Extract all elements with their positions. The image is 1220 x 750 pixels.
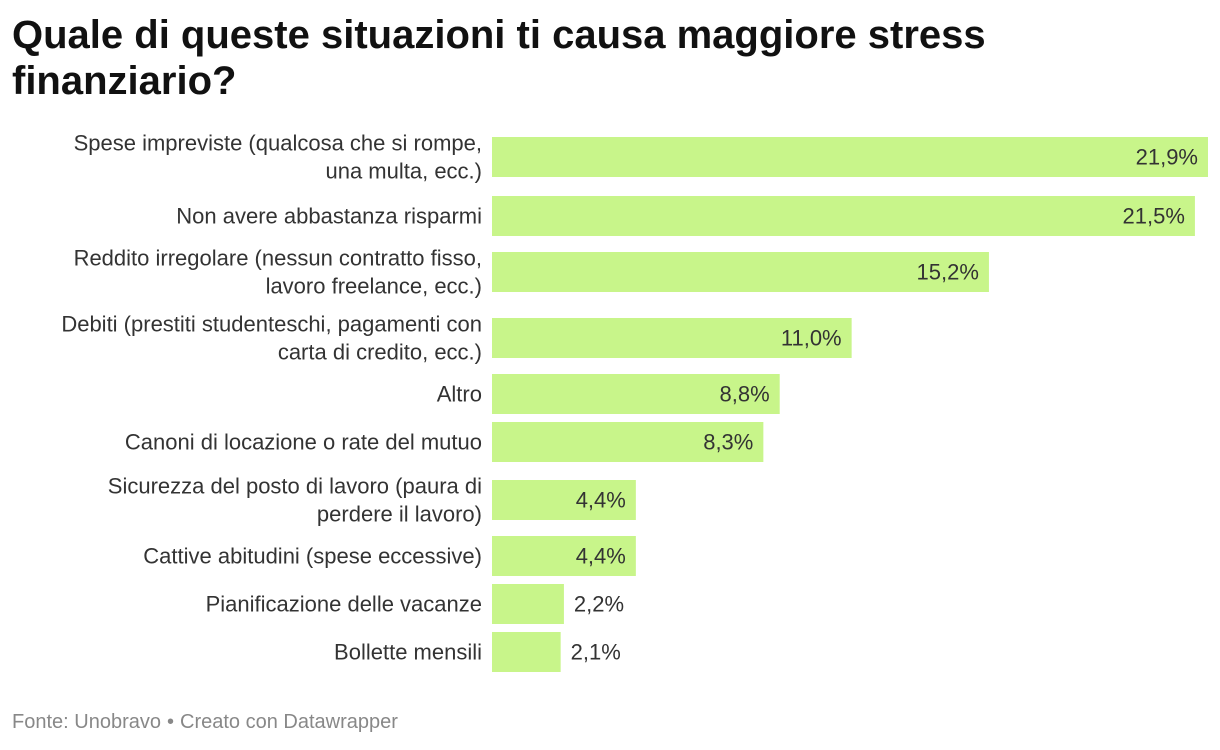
- credit-link[interactable]: Creato con Datawrapper: [180, 711, 398, 733]
- category-label: Canoni di locazione o rate del mutuo: [125, 430, 482, 455]
- bar: [492, 252, 989, 292]
- category-label: Non avere abbastanza risparmi: [176, 204, 482, 229]
- chart-title: Quale di queste situazioni ti causa magg…: [12, 13, 986, 103]
- bar-chart: Spese impreviste (qualcosa che si rompe,…: [61, 131, 1208, 672]
- value-label: 21,9%: [1136, 145, 1198, 170]
- source-note: Fonte: Unobravo: [12, 711, 161, 733]
- value-label: 4,4%: [576, 544, 626, 569]
- value-label: 21,5%: [1123, 204, 1185, 229]
- bar: [492, 196, 1195, 236]
- category-label: Altro: [437, 382, 482, 407]
- value-label: 2,1%: [571, 640, 621, 665]
- value-label: 4,4%: [576, 488, 626, 513]
- value-label: 11,0%: [781, 326, 842, 351]
- bars-layer: Spese impreviste (qualcosa che si rompe,…: [61, 131, 1208, 672]
- value-label: 2,2%: [574, 592, 624, 617]
- bar: [492, 318, 852, 358]
- category-label: Reddito irregolare (nessun contratto fis…: [74, 246, 482, 299]
- bar: [492, 632, 561, 672]
- category-label: Spese impreviste (qualcosa che si rompe,…: [74, 131, 482, 184]
- value-label: 15,2%: [917, 260, 979, 285]
- category-label: Bollette mensili: [334, 640, 482, 665]
- category-label: Cattive abitudini (spese eccessive): [143, 544, 482, 569]
- bar: [492, 584, 564, 624]
- category-label: Debiti (prestiti studenteschi, pagamenti…: [61, 312, 482, 365]
- bar: [492, 536, 636, 576]
- category-label: Pianificazione delle vacanze: [206, 592, 482, 617]
- bar: [492, 480, 636, 520]
- bar: [492, 137, 1208, 177]
- value-label: 8,3%: [703, 430, 753, 455]
- value-label: 8,8%: [720, 382, 770, 407]
- footer-separator: •: [166, 711, 174, 733]
- footer: Fonte: Unobravo • Creato con Datawrapper: [12, 711, 398, 734]
- category-label: Sicurezza del posto di lavoro (paura di p…: [108, 474, 482, 527]
- bar: [492, 374, 780, 414]
- bar: [492, 422, 764, 462]
